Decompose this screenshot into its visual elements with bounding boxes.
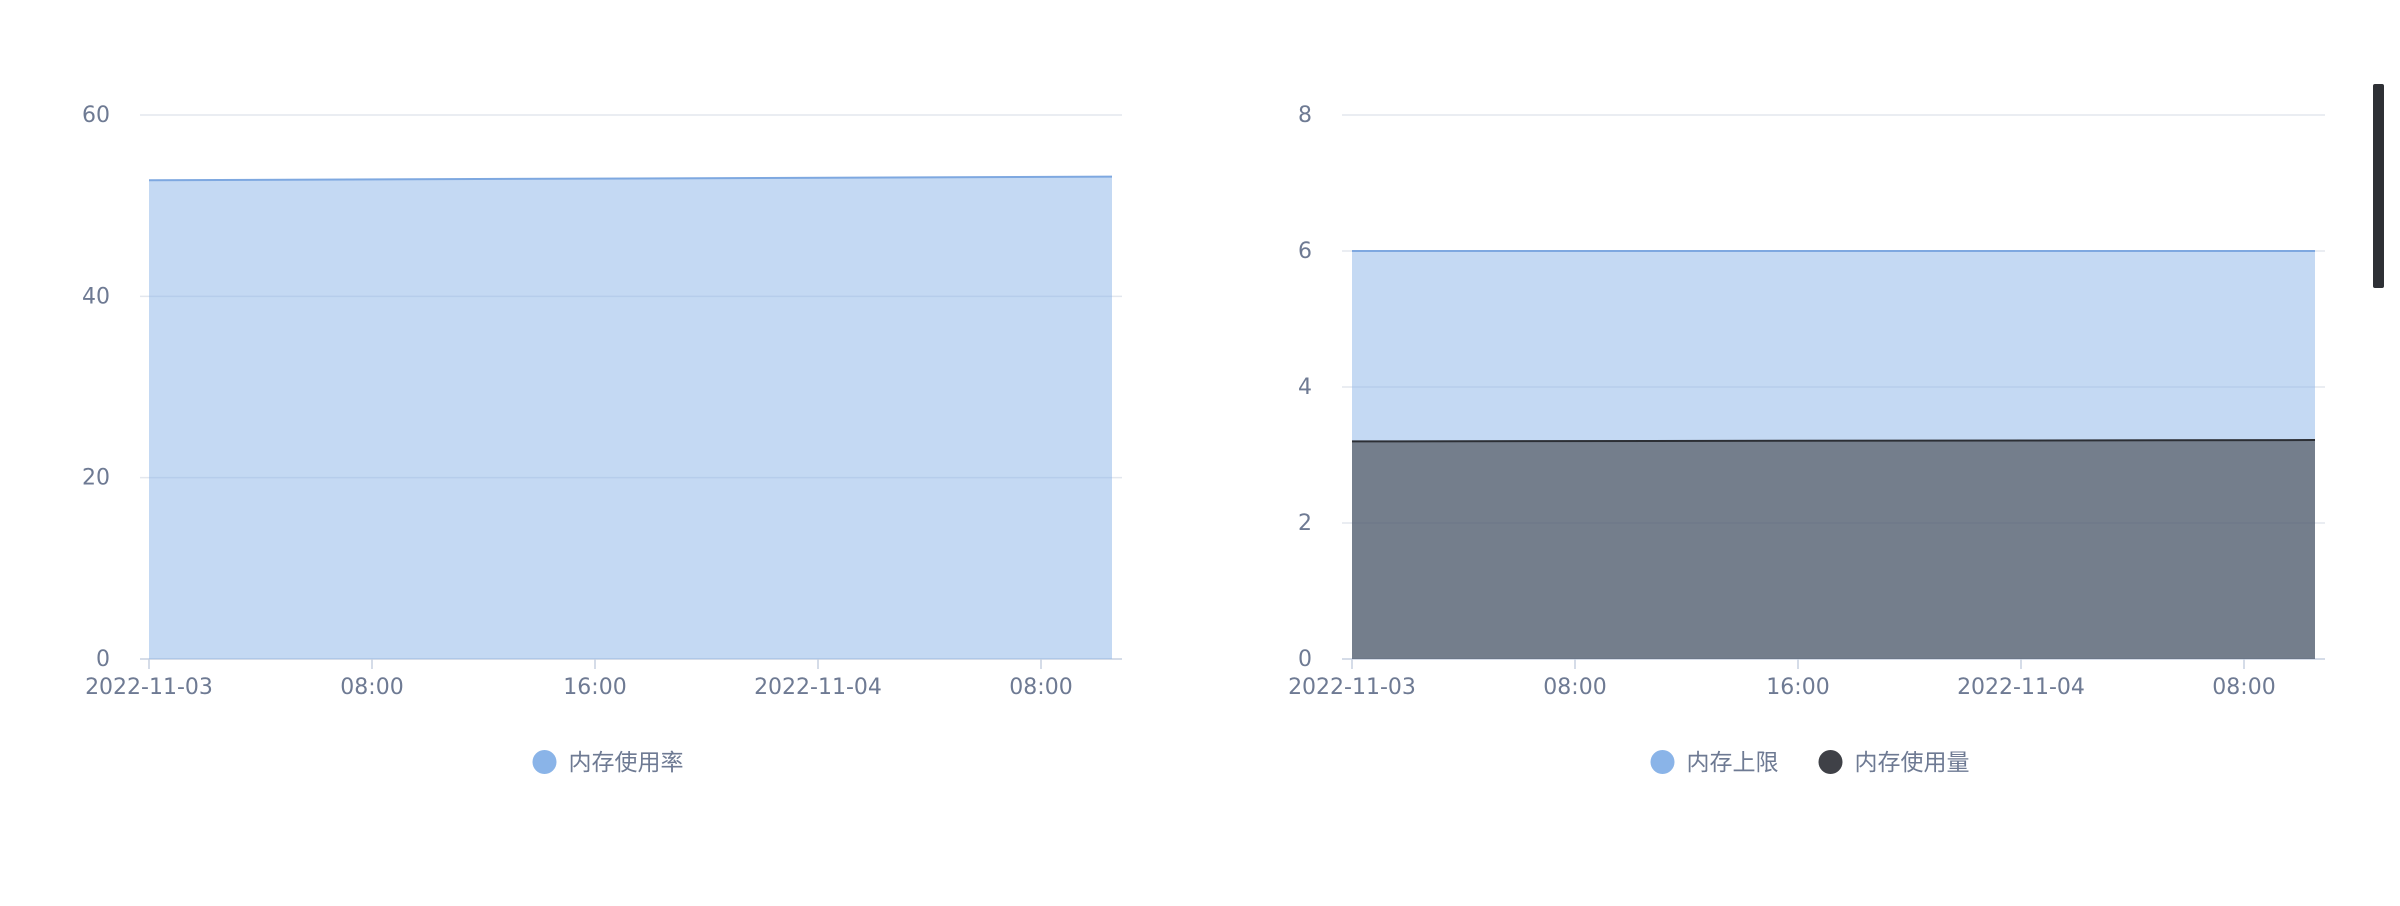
- y-tick-label: 8: [1298, 103, 1312, 128]
- scrollbar[interactable]: [2373, 84, 2384, 288]
- y-tick-label: 20: [82, 466, 110, 491]
- legend-marker: [1650, 750, 1675, 774]
- y-tick-label: 2: [1298, 511, 1312, 536]
- y-tick-label: 4: [1298, 375, 1312, 400]
- series-area: [149, 176, 1112, 660]
- legend-item: 内存上限: [1650, 750, 1779, 776]
- legend-marker: [1818, 750, 1843, 774]
- x-tick-label: 2022-11-04: [1957, 675, 2085, 700]
- x-tick-label: 08:00: [340, 675, 403, 700]
- series-area: [1352, 440, 2315, 659]
- x-tick-label: 16:00: [563, 675, 626, 700]
- y-tick-label: 0: [96, 647, 110, 672]
- x-tick-label: 2022-11-04: [754, 675, 882, 700]
- chart-1: 0 20 40 60 2022-11-03 08:00 16:00 2022-11-04 08:…: [82, 103, 1122, 776]
- legend-marker: [532, 750, 557, 774]
- y-tick-label: 60: [82, 103, 110, 128]
- x-tick-label: 2022-11-03: [85, 675, 213, 700]
- y-tick-label: 40: [82, 284, 110, 309]
- series-line: [1351, 439, 2316, 443]
- legend-label: 内存使用率: [569, 750, 684, 776]
- y-tick-label: 6: [1298, 239, 1312, 264]
- legend-item: 内存使用率: [532, 750, 684, 776]
- x-tick-label: 2022-11-03: [1288, 675, 1416, 700]
- x-tick-label: 08:00: [2212, 675, 2275, 700]
- x-tick-label: 16:00: [1766, 675, 1829, 700]
- y-tick-label: 0: [1298, 647, 1312, 672]
- legend-item: 内存使用量: [1818, 750, 1970, 776]
- chart-2: 0 2 4 6 8 2022-11-03 08:00 16:00 2022-11-04 08:00…: [1288, 103, 2325, 776]
- x-tick-label: 08:00: [1543, 675, 1606, 700]
- x-tick-label: 08:00: [1009, 675, 1072, 700]
- series-line: [148, 175, 1113, 182]
- legend-label: 内存使用量: [1855, 750, 1970, 776]
- legend-label: 内存上限: [1687, 750, 1779, 776]
